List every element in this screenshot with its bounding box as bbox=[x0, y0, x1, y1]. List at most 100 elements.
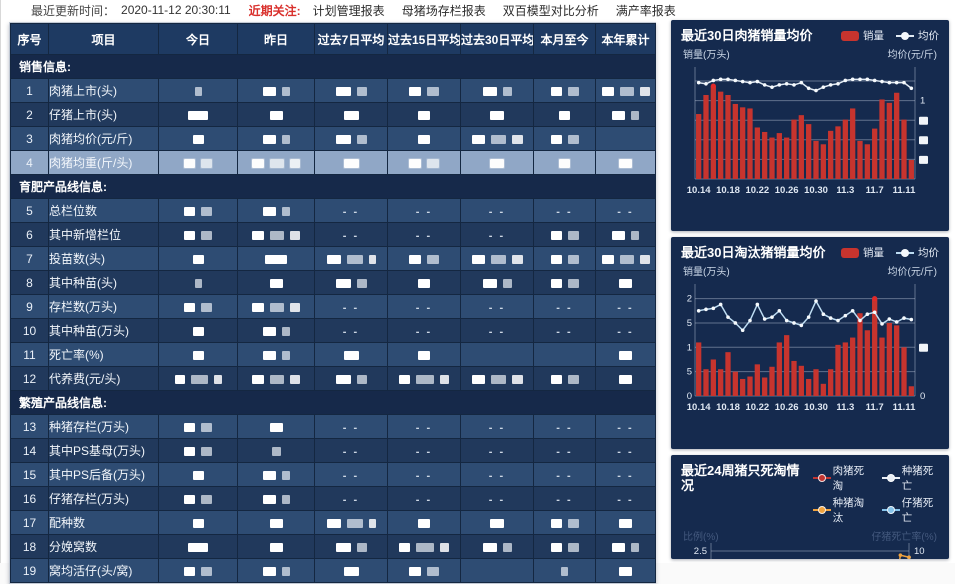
table-cell[interactable]: - - bbox=[460, 318, 534, 343]
table-cell[interactable]: - - bbox=[460, 462, 534, 487]
table-cell[interactable] bbox=[158, 534, 238, 559]
table-cell[interactable] bbox=[533, 246, 596, 271]
table-cell[interactable] bbox=[595, 246, 656, 271]
table-cell[interactable]: - - bbox=[533, 198, 596, 223]
table-cell[interactable] bbox=[533, 534, 596, 559]
table-cell[interactable] bbox=[387, 102, 461, 127]
table-cell[interactable] bbox=[460, 510, 534, 535]
table-cell[interactable] bbox=[237, 318, 315, 343]
table-cell[interactable] bbox=[158, 510, 238, 535]
table-cell[interactable]: - - bbox=[460, 294, 534, 319]
report-link[interactable]: 母猪场存栏报表 bbox=[401, 3, 486, 18]
table-cell[interactable] bbox=[314, 558, 388, 583]
table-row[interactable]: 17 配种数 bbox=[10, 510, 656, 535]
table-cell[interactable]: - - bbox=[595, 462, 656, 487]
table-cell[interactable]: - - bbox=[387, 318, 461, 343]
table-cell[interactable] bbox=[533, 150, 596, 175]
table-cell[interactable] bbox=[314, 78, 388, 103]
table-cell[interactable] bbox=[237, 294, 315, 319]
table-cell[interactable] bbox=[158, 246, 238, 271]
table-row[interactable]: 14 其中PS基母(万头) - - - - - - - - - - bbox=[10, 438, 656, 463]
legend-item[interactable]: 种猪淘汰 bbox=[812, 495, 870, 525]
table-cell[interactable] bbox=[595, 126, 656, 151]
table-row[interactable]: 4 肉猪均重(斤/头) bbox=[10, 150, 656, 175]
table-cell[interactable] bbox=[314, 366, 388, 391]
table-row[interactable]: 5 总栏位数 - - - - - - - - - - bbox=[10, 198, 656, 223]
table-cell[interactable] bbox=[237, 462, 315, 487]
table-cell[interactable] bbox=[314, 150, 388, 175]
table-cell[interactable] bbox=[158, 414, 238, 439]
table-cell[interactable] bbox=[460, 342, 534, 367]
table-cell[interactable]: - - bbox=[387, 486, 461, 511]
table-cell[interactable] bbox=[460, 366, 534, 391]
table-cell[interactable] bbox=[158, 126, 238, 151]
table-cell[interactable]: - - bbox=[387, 222, 461, 247]
table-cell[interactable] bbox=[158, 102, 238, 127]
table-cell[interactable] bbox=[533, 558, 596, 583]
table-cell[interactable] bbox=[387, 270, 461, 295]
table-cell[interactable]: - - bbox=[314, 414, 388, 439]
table-cell[interactable] bbox=[314, 534, 388, 559]
table-row[interactable]: 1 肉猪上市(头) bbox=[10, 78, 656, 103]
legend-item-price[interactable]: 均价 bbox=[896, 28, 939, 43]
table-cell[interactable] bbox=[237, 270, 315, 295]
table-cell[interactable] bbox=[314, 510, 388, 535]
table-cell[interactable] bbox=[460, 558, 534, 583]
table-cell[interactable] bbox=[158, 438, 238, 463]
piglet-death-line[interactable] bbox=[711, 556, 910, 559]
table-row[interactable]: 3 肉猪均价(元/斤) bbox=[10, 126, 656, 151]
table-cell[interactable] bbox=[387, 150, 461, 175]
table-row[interactable]: 9 存栏数(万头) - - - - - - - - - - bbox=[10, 294, 656, 319]
table-cell[interactable]: - - bbox=[595, 438, 656, 463]
legend-item-sales[interactable]: 销量 bbox=[841, 28, 884, 43]
table-cell[interactable] bbox=[158, 486, 238, 511]
table-row[interactable]: 15 其中PS后备(万头) - - - - - - - - - - bbox=[10, 462, 656, 487]
table-cell[interactable]: - - bbox=[533, 318, 596, 343]
table-cell[interactable] bbox=[237, 222, 315, 247]
table-cell[interactable] bbox=[595, 534, 656, 559]
table-cell[interactable] bbox=[387, 246, 461, 271]
pig-sales-price-chart[interactable]: 1 10.14 10.18 10.22 10.26 10.30 11.3 11.7 11.11 bbox=[681, 61, 939, 211]
table-cell[interactable] bbox=[595, 102, 656, 127]
table-cell[interactable] bbox=[460, 102, 534, 127]
table-cell[interactable] bbox=[595, 78, 656, 103]
table-cell[interactable] bbox=[460, 126, 534, 151]
table-cell[interactable] bbox=[237, 438, 315, 463]
table-cell[interactable] bbox=[387, 78, 461, 103]
table-cell[interactable]: - - bbox=[387, 438, 461, 463]
table-cell[interactable]: - - bbox=[460, 486, 534, 511]
table-cell[interactable] bbox=[314, 270, 388, 295]
legend-item[interactable]: 仔猪死亡 bbox=[881, 495, 939, 525]
table-cell[interactable] bbox=[237, 102, 315, 127]
table-cell[interactable] bbox=[158, 318, 238, 343]
table-cell[interactable] bbox=[158, 150, 238, 175]
table-cell[interactable] bbox=[533, 510, 596, 535]
table-cell[interactable] bbox=[237, 150, 315, 175]
table-cell[interactable]: - - bbox=[460, 414, 534, 439]
table-row[interactable]: 7 投苗数(头) bbox=[10, 246, 656, 271]
table-cell[interactable] bbox=[595, 342, 656, 367]
table-cell[interactable] bbox=[533, 78, 596, 103]
table-cell[interactable] bbox=[237, 246, 315, 271]
table-cell[interactable]: - - bbox=[387, 462, 461, 487]
table-cell[interactable] bbox=[237, 126, 315, 151]
table-cell[interactable]: - - bbox=[314, 294, 388, 319]
table-cell[interactable] bbox=[460, 534, 534, 559]
table-cell[interactable] bbox=[237, 414, 315, 439]
table-cell[interactable]: - - bbox=[595, 318, 656, 343]
table-cell[interactable] bbox=[595, 558, 656, 583]
table-cell[interactable] bbox=[158, 366, 238, 391]
table-cell[interactable]: - - bbox=[314, 462, 388, 487]
table-cell[interactable]: - - bbox=[595, 414, 656, 439]
report-link[interactable]: 双百模型对比分析 bbox=[502, 3, 599, 18]
table-cell[interactable]: - - bbox=[314, 198, 388, 223]
table-row[interactable]: 10 其中种苗(万头) - - - - - - - - - - bbox=[10, 318, 656, 343]
table-cell[interactable] bbox=[387, 534, 461, 559]
table-cell[interactable] bbox=[595, 150, 656, 175]
table-cell[interactable]: - - bbox=[314, 222, 388, 247]
sales-bars[interactable] bbox=[696, 86, 914, 179]
table-row[interactable]: 2 仔猪上市(头) bbox=[10, 102, 656, 127]
table-cell[interactable]: - - bbox=[387, 198, 461, 223]
table-cell[interactable] bbox=[533, 126, 596, 151]
